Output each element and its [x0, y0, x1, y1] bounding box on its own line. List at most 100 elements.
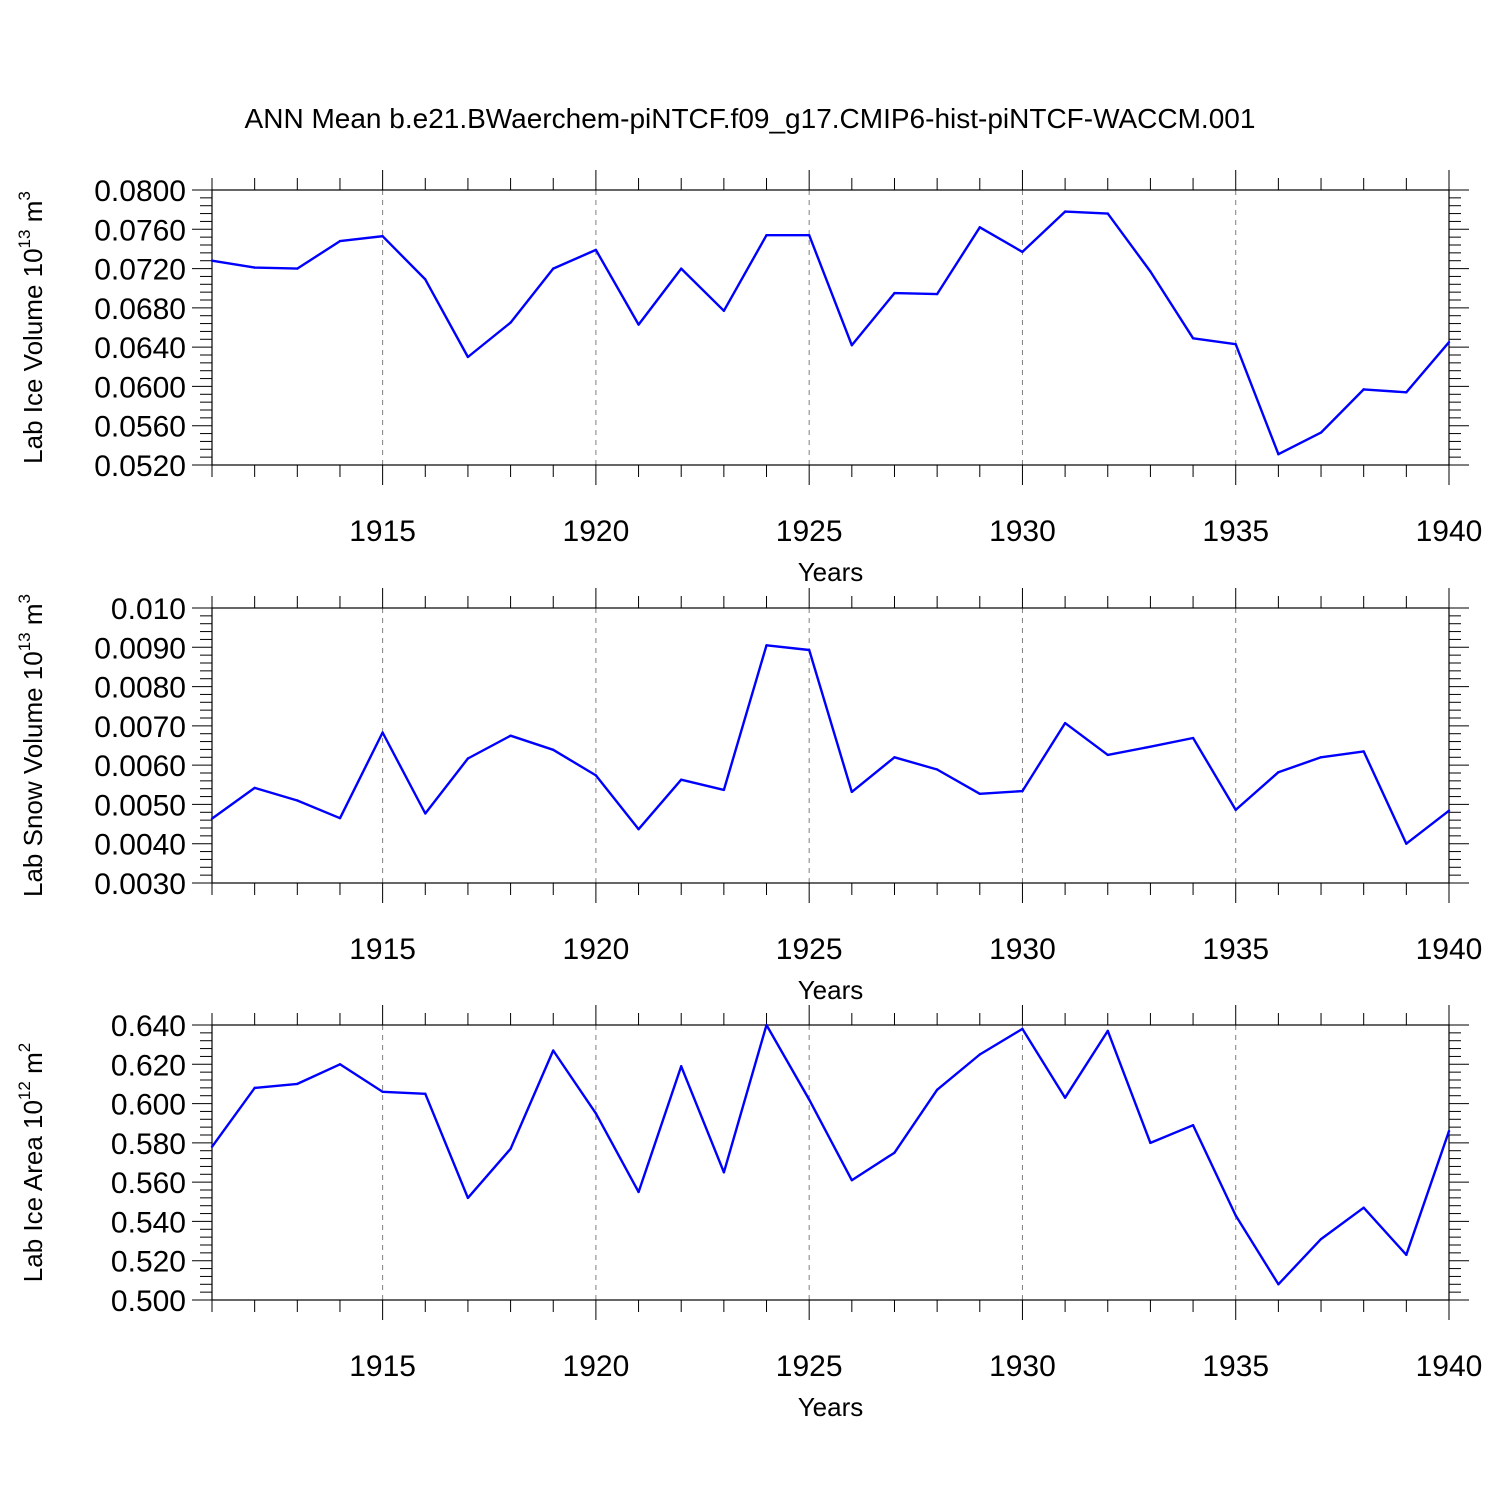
data-point — [1234, 808, 1237, 812]
data-point — [1106, 1029, 1109, 1033]
y-axis-label: Lab Snow Volume 1013 m3​ — [15, 594, 48, 897]
x-axis-label: Years — [798, 557, 864, 587]
data-point — [807, 1098, 811, 1101]
x-tick-label: 1935 — [1202, 515, 1269, 548]
y-tick-label: 0.640 — [111, 1010, 186, 1043]
data-point — [1362, 1206, 1365, 1209]
data-point — [466, 757, 470, 760]
data-point — [253, 1086, 256, 1090]
data-point — [1191, 1123, 1195, 1127]
y-axis-label: Lab Ice Volume 1013 m3​ — [15, 191, 48, 464]
x-tick-label: 1925 — [776, 1350, 843, 1383]
x-tick-label: 1930 — [989, 515, 1056, 548]
series-line — [211, 210, 1450, 456]
data-point — [210, 259, 214, 262]
x-tick-label: 1920 — [563, 515, 630, 548]
data-point — [765, 644, 768, 647]
data-point — [637, 1190, 640, 1194]
data-point — [1405, 1253, 1408, 1257]
data-point — [509, 734, 512, 737]
chart-panel-1: 0.0520 0.0560 0.0600 0.0640 0.0680 0.0720 0.07… — [15, 170, 1482, 587]
y-tick-label: 0.0600 — [94, 371, 186, 404]
chart-panel-3: 0.500 0.520 0.540 0.560 0.580 0.600 0.620 0.640… — [15, 1005, 1482, 1422]
data-point — [552, 748, 555, 752]
data-point — [637, 827, 640, 831]
data-point — [338, 1063, 342, 1066]
data-point — [1447, 341, 1451, 344]
data-point — [1277, 452, 1280, 456]
data-point — [509, 321, 512, 324]
y-axis-label-part: m — [18, 603, 48, 632]
data-point — [680, 778, 683, 781]
chart-panel-2: 0.0030 0.0040 0.0050 0.0060 0.0070 0.0080 0.00… — [15, 588, 1482, 1005]
y-tick-label: 0.0720 — [94, 254, 186, 287]
data-point — [552, 1049, 555, 1052]
series-line — [211, 1023, 1451, 1286]
data-point — [253, 786, 256, 790]
data-point — [594, 1112, 598, 1115]
data-point — [381, 1090, 384, 1093]
data-point — [1021, 250, 1024, 254]
data-point — [850, 790, 854, 794]
y-tick-label: 0.0680 — [94, 293, 186, 326]
y-tick-label: 0.0760 — [94, 214, 186, 247]
data-point — [893, 756, 896, 759]
data-point — [1149, 270, 1152, 273]
y-tick-label: 0.620 — [111, 1049, 186, 1082]
data-point — [1447, 809, 1451, 812]
data-point — [424, 812, 427, 815]
data-point — [680, 267, 683, 270]
data-point — [1319, 431, 1323, 434]
x-axis-label: Years — [798, 975, 864, 1005]
y-tick-label: 0.520 — [111, 1246, 186, 1279]
data-point — [978, 226, 981, 229]
data-point — [1063, 721, 1067, 725]
y-axis-label: Lab Ice Area 1012 m2​ — [15, 1043, 48, 1282]
data-point — [296, 267, 299, 270]
data-point — [850, 1178, 854, 1182]
x-tick-label: 1935 — [1202, 933, 1269, 966]
data-point — [1362, 388, 1365, 391]
y-tick-label: 0.500 — [111, 1285, 186, 1318]
x-axis-label: Years — [798, 1392, 864, 1422]
data-point — [935, 1088, 939, 1092]
data-point — [381, 234, 384, 238]
y-tick-label: 0.0040 — [94, 829, 186, 862]
plot-frame — [211, 189, 1450, 466]
y-axis-label-part: Lab Ice Volume 10 — [18, 248, 48, 463]
y-tick-label: 0.540 — [111, 1206, 186, 1239]
data-point — [637, 323, 640, 326]
data-point — [509, 1147, 512, 1150]
y-tick-label: 0.0560 — [94, 411, 186, 444]
y-axis-label-exponent: 13 — [15, 230, 34, 249]
y-axis-label-exponent: 3 — [15, 191, 34, 200]
data-point — [893, 291, 896, 295]
y-tick-label: 0.560 — [111, 1167, 186, 1200]
data-point — [1277, 1283, 1280, 1286]
data-point — [466, 355, 470, 359]
data-point — [210, 1145, 214, 1148]
data-point — [338, 239, 342, 243]
y-tick-label: 0.0030 — [94, 868, 186, 901]
x-tick-label: 1915 — [349, 933, 416, 966]
data-point — [765, 1023, 768, 1027]
data-point — [338, 816, 342, 820]
data-point — [893, 1151, 896, 1154]
plot-frame — [211, 607, 1450, 884]
data-point — [296, 799, 299, 802]
x-tick-label: 1920 — [563, 933, 630, 966]
data-point — [210, 817, 214, 820]
y-axis-label-exponent: 12 — [15, 1081, 34, 1100]
y-tick-label: 0.0090 — [94, 632, 186, 665]
x-tick-label: 1940 — [1416, 515, 1483, 548]
data-point — [1234, 342, 1237, 346]
data-point — [1149, 745, 1152, 748]
data-point — [1191, 736, 1195, 740]
y-tick-label: 0.010 — [111, 593, 186, 626]
panels: 0.0520 0.0560 0.0600 0.0640 0.0680 0.0720 0.07… — [15, 170, 1482, 1422]
y-tick-label: 0.580 — [111, 1128, 186, 1161]
data-point — [1447, 1129, 1451, 1133]
y-tick-label: 0.0800 — [94, 175, 186, 208]
data-point — [594, 248, 598, 252]
